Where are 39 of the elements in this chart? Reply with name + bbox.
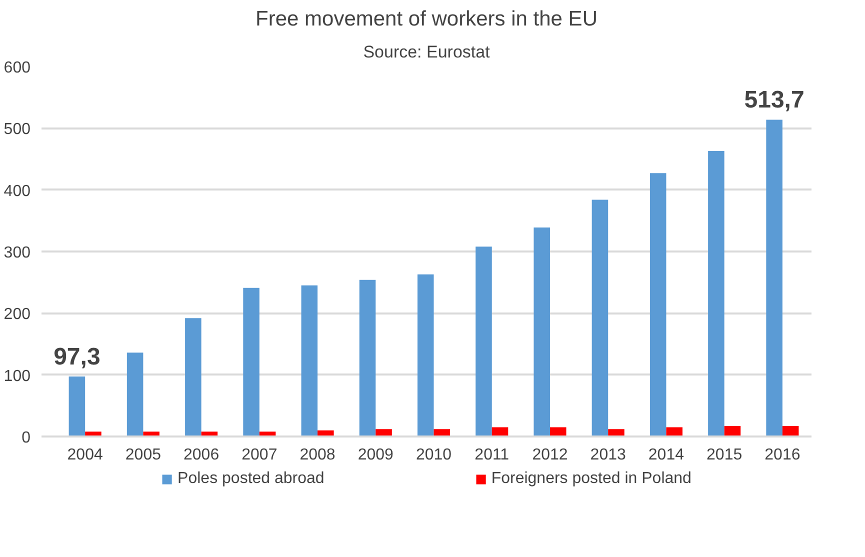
bar — [68, 376, 86, 436]
x-tick-label: 2012 — [532, 446, 568, 464]
chart-title: Free movement of workers in the EU — [256, 8, 598, 30]
bar — [650, 173, 666, 436]
bar — [534, 227, 550, 436]
bar — [592, 200, 608, 436]
bar — [708, 150, 724, 436]
x-tick-label: 2004 — [67, 446, 103, 464]
y-tick-label: 600 — [4, 60, 31, 76]
x-tick-label: 2010 — [416, 446, 452, 464]
bar — [359, 280, 376, 436]
y-tick-label: 500 — [4, 121, 31, 138]
legend-label: Poles posted abroad — [178, 470, 324, 488]
legend-label: Foreigners posted in Poland — [491, 470, 692, 488]
x-tick-label: 2016 — [764, 446, 800, 464]
x-tick-label: 2005 — [125, 446, 162, 464]
bar — [243, 288, 260, 436]
y-tick-label: 400 — [4, 182, 31, 200]
x-tick-label: 2008 — [300, 446, 336, 464]
data-label: 97,3 — [54, 344, 100, 370]
x-tick-label: 2007 — [242, 446, 278, 464]
bar — [185, 318, 202, 436]
x-tick-label: 2013 — [590, 446, 626, 464]
bar — [126, 352, 144, 436]
chart-subtitle: Source: Eurostat — [363, 42, 490, 62]
y-tick-label: 100 — [4, 368, 31, 385]
bar — [766, 120, 782, 436]
x-tick-label: 2011 — [474, 446, 510, 464]
x-tick-label: 2009 — [358, 446, 394, 464]
bar — [417, 274, 434, 436]
x-tick-label: 2006 — [184, 446, 220, 464]
y-tick-label: 0 — [22, 430, 31, 446]
x-tick-label: 2014 — [648, 446, 684, 464]
y-tick-label: 200 — [4, 306, 31, 324]
x-tick-label: 2015 — [706, 446, 742, 464]
y-tick-label: 300 — [4, 244, 31, 262]
bar — [476, 246, 492, 436]
data-label: 513,7 — [744, 86, 804, 114]
bar — [301, 285, 318, 436]
